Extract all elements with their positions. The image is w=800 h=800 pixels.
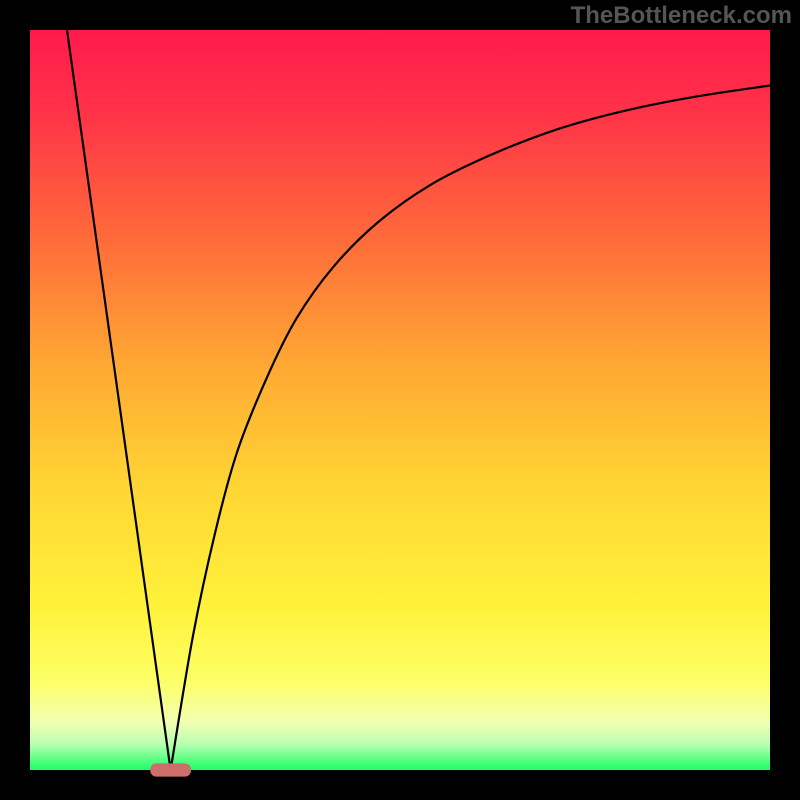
plot-background [30,30,770,770]
bottleneck-chart: TheBottleneck.com [0,0,800,800]
minimum-marker [150,763,191,776]
watermark-text: TheBottleneck.com [571,2,792,30]
chart-svg [0,0,800,800]
